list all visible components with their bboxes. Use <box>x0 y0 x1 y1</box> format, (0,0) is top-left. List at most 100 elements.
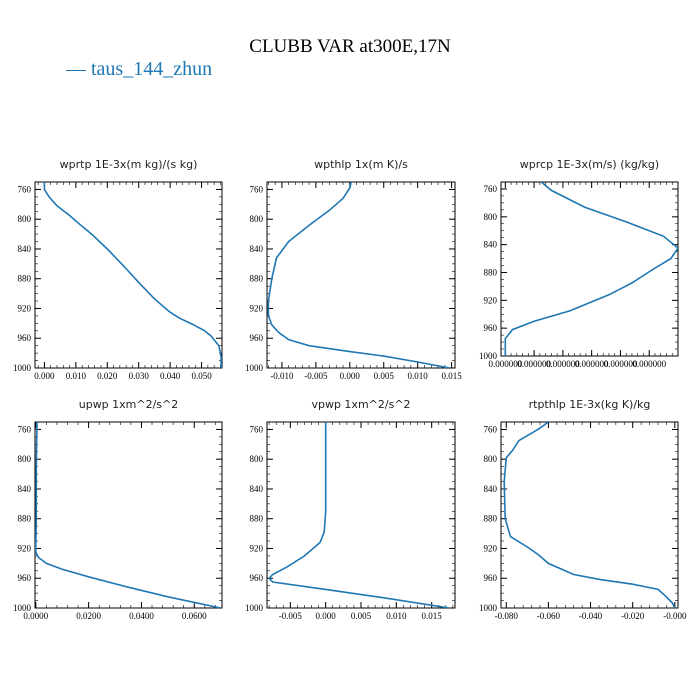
y-tick-label: 840 <box>250 484 264 494</box>
x-tick-label: 0.040 <box>160 371 181 381</box>
y-tick-label: 880 <box>484 267 498 277</box>
x-tick-label: -0.040 <box>579 611 603 621</box>
y-tick-label: 800 <box>484 212 498 222</box>
y-tick-label: 840 <box>484 240 498 250</box>
x-tick-label: 0.005 <box>351 611 372 621</box>
legend-line-icon: — <box>66 58 86 80</box>
plot-frame <box>500 421 679 609</box>
x-tick-label: 0.005 <box>374 371 395 381</box>
series-line <box>35 422 221 608</box>
x-tick-label: 0.000000 <box>575 359 609 369</box>
figure-title: CLUBB VAR at300E,17N <box>249 36 451 57</box>
y-tick-label: 960 <box>250 573 264 583</box>
panel-2: wpthlp 1x(m K)/s 760 800 840 880 920 960 1000 -0… <box>245 158 462 381</box>
series-line <box>267 182 450 368</box>
panel-6: rtpthlp 1E-3x(kg K)/kg 760 800 840 880 920 960… <box>479 398 687 621</box>
x-tick-label: 0.015 <box>441 371 462 381</box>
y-tick-label: 880 <box>250 274 264 284</box>
y-tick-label: 840 <box>484 484 498 494</box>
x-tick-label: -0.005 <box>279 611 303 621</box>
y-tick-label: 800 <box>250 454 264 464</box>
plot-title: wprcp 1E-3x(m/s) (kg/kg) <box>520 158 659 171</box>
x-tick-label: -0.060 <box>537 611 561 621</box>
y-tick-label: 840 <box>18 244 32 254</box>
y-tick-label: 1000 <box>245 603 264 613</box>
y-tick-label: 1000 <box>245 363 264 373</box>
x-tick-label: 0.020 <box>97 371 118 381</box>
y-tick-label: 800 <box>18 454 32 464</box>
x-tick-label: 0.010 <box>386 611 407 621</box>
y-tick-label: 1000 <box>479 603 498 613</box>
x-tick-label: 0.0200 <box>76 611 101 621</box>
plot-title: upwp 1xm^2/s^2 <box>79 398 179 411</box>
x-tick-label: 0.030 <box>129 371 150 381</box>
x-tick-label: 0.0400 <box>129 611 154 621</box>
panel-1: wprtp 1E-3x(m kg)/(s kg) 760 800 840 880 920 9… <box>13 158 223 381</box>
y-tick-label: 840 <box>18 484 32 494</box>
x-tick-label: 0.000 <box>316 611 337 621</box>
y-tick-label: 960 <box>18 333 32 343</box>
plot-frame <box>34 421 223 609</box>
series-line <box>503 422 676 608</box>
plot-frame <box>266 181 456 369</box>
y-tick-label: 960 <box>484 573 498 583</box>
plot-title: vpwp 1xm^2/s^2 <box>311 398 410 411</box>
y-tick-label: 760 <box>484 424 498 434</box>
y-tick-label: 1000 <box>479 351 498 361</box>
y-tick-label: 1000 <box>13 363 32 373</box>
y-tick-label: 800 <box>250 214 264 224</box>
x-tick-label: 0.010 <box>66 371 87 381</box>
series-line <box>504 182 678 356</box>
x-tick-label: -0.005 <box>304 371 328 381</box>
y-tick-label: 760 <box>18 424 32 434</box>
plot-title: wpthlp 1x(m K)/s <box>314 158 408 171</box>
y-tick-label: 920 <box>250 303 264 313</box>
y-tick-label: 1000 <box>13 603 32 613</box>
x-tick-label: -0.020 <box>621 611 645 621</box>
y-tick-label: 840 <box>250 244 264 254</box>
x-tick-label: 0.000000 <box>604 359 638 369</box>
y-tick-label: 880 <box>250 514 264 524</box>
x-tick-label: 0.0000 <box>23 611 48 621</box>
y-tick-label: 960 <box>250 333 264 343</box>
y-tick-label: 800 <box>18 214 32 224</box>
y-tick-label: 960 <box>484 323 498 333</box>
y-tick-label: 920 <box>250 543 264 553</box>
series-line <box>43 182 222 368</box>
y-tick-label: 760 <box>250 184 264 194</box>
panel-4: upwp 1xm^2/s^2 760 800 840 880 920 960 10000.00… <box>13 398 223 621</box>
x-tick-label: 0.000000 <box>517 359 551 369</box>
x-tick-label: -0.010 <box>270 371 294 381</box>
x-tick-label: 0.050 <box>191 371 212 381</box>
series-line <box>267 422 450 608</box>
plot-title: rtpthlp 1E-3x(kg K)/kg <box>529 398 651 411</box>
y-tick-label: 880 <box>484 514 498 524</box>
y-tick-label: 920 <box>484 543 498 553</box>
y-tick-label: 920 <box>18 543 32 553</box>
y-tick-label: 760 <box>250 424 264 434</box>
plot-frame <box>34 181 223 369</box>
x-tick-label: 0.010 <box>408 371 429 381</box>
x-tick-label: 0.000000 <box>546 359 580 369</box>
y-tick-label: 760 <box>484 184 498 194</box>
panel-5: vpwp 1xm^2/s^2 760 800 840 880 920 960 1000 -0.0… <box>245 398 456 621</box>
y-tick-label: 920 <box>18 303 32 313</box>
y-tick-label: 880 <box>18 274 32 284</box>
plot-frame <box>266 421 456 609</box>
x-tick-label: 0.015 <box>422 611 443 621</box>
legend-label: taus_144_zhun <box>91 58 213 80</box>
y-tick-label: 960 <box>18 573 32 583</box>
legend: — taus_144_zhun <box>66 58 212 81</box>
x-tick-label: 0.000 <box>34 371 55 381</box>
y-tick-label: 920 <box>484 295 498 305</box>
x-tick-label: 0.0600 <box>182 611 207 621</box>
plot-title: wprtp 1E-3x(m kg)/(s kg) <box>60 158 198 171</box>
y-tick-label: 760 <box>18 184 32 194</box>
x-tick-label: -0.000 <box>663 611 687 621</box>
y-tick-label: 880 <box>18 514 32 524</box>
x-tick-label: 0.000 <box>340 371 361 381</box>
x-tick-label: 0.000000 <box>488 359 522 369</box>
panel-3: wprcp 1E-3x(m/s) (kg/kg) 760 800 840 880 920 9… <box>479 158 679 369</box>
